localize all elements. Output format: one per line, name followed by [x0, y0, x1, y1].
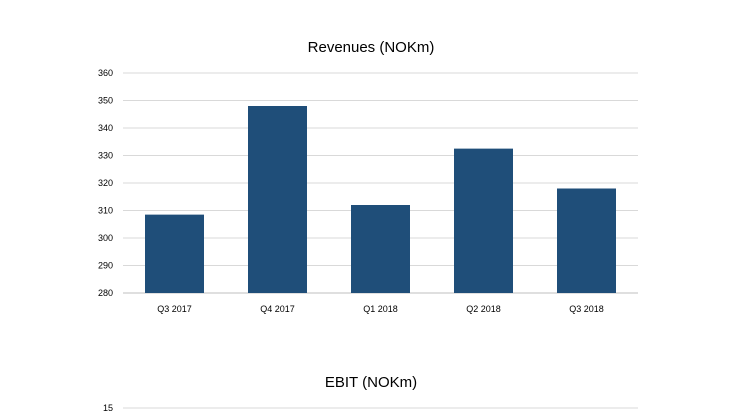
revenues-x-tick-label: Q3 2018	[569, 304, 604, 314]
revenues-bars	[145, 106, 616, 293]
revenues-bar	[145, 214, 204, 293]
revenues-bar	[248, 106, 307, 293]
revenues-y-tick-label: 360	[98, 68, 113, 78]
ebit-y-tick-labels: 15	[103, 403, 113, 413]
revenues-gridlines	[123, 72, 638, 294]
revenues-y-tick-label: 330	[98, 151, 113, 161]
ebit-chart-title: EBIT (NOKm)	[325, 374, 417, 391]
revenues-y-tick-label: 310	[98, 206, 113, 216]
revenues-chart-title: Revenues (NOKm)	[308, 39, 435, 56]
revenues-x-tick-label: Q4 2017	[260, 304, 295, 314]
ebit-y-tick-label: 15	[103, 403, 113, 413]
revenues-x-tick-label: Q3 2017	[157, 304, 192, 314]
revenues-y-tick-label: 320	[98, 178, 113, 188]
revenues-y-tick-label: 290	[98, 261, 113, 271]
revenues-y-tick-label: 300	[98, 233, 113, 243]
revenues-chart: Revenues (NOKm) 280 290 300 310 320 330 340 350…	[98, 39, 638, 314]
revenues-bar	[557, 188, 616, 293]
revenues-x-tick-label: Q2 2018	[466, 304, 501, 314]
revenues-y-tick-label: 340	[98, 123, 113, 133]
revenues-y-tick-labels: 280 290 300 310 320 330 340 350 360	[98, 68, 113, 298]
revenues-bar	[454, 148, 513, 293]
revenues-x-tick-label: Q1 2018	[363, 304, 398, 314]
revenues-x-tick-labels: Q3 2017 Q4 2017 Q1 2018 Q2 2018 Q3 2018	[157, 304, 604, 314]
revenues-y-tick-label: 280	[98, 288, 113, 298]
revenues-y-tick-label: 350	[98, 96, 113, 106]
revenues-bar	[351, 205, 410, 293]
ebit-chart: EBIT (NOKm) 15	[103, 374, 638, 413]
